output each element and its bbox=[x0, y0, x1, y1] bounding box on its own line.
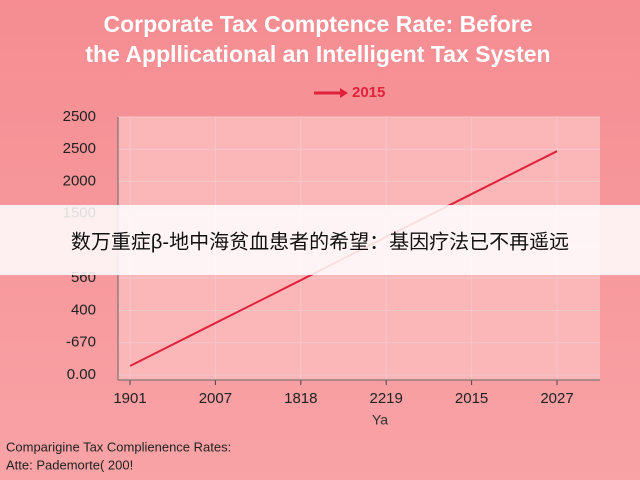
x-tick-label: 1901 bbox=[113, 390, 146, 407]
y-tick-label: 2000 bbox=[63, 172, 96, 189]
overlay-banner bbox=[0, 205, 640, 275]
footnote: Comparigine Tax Complienence Rates: bbox=[6, 439, 231, 454]
footnote: Atte: Pademorte( 200! bbox=[6, 457, 133, 472]
y-tick-label: -670 bbox=[66, 334, 96, 351]
x-tick-label: 2219 bbox=[370, 390, 403, 407]
overlay-text: 数万重症β-地中海贫血患者的希望：基因疗法已不再遥远 bbox=[71, 230, 569, 253]
y-tick-label: 2500 bbox=[63, 140, 96, 157]
y-tick-label: 0.00 bbox=[67, 366, 96, 383]
x-axis-label: Ya bbox=[372, 412, 388, 428]
chart-title: Corporate Tax Comptence Rate: Before bbox=[104, 11, 533, 37]
y-tick-label: 2500 bbox=[63, 108, 96, 125]
y-tick-label: 400 bbox=[71, 301, 96, 318]
x-tick-label: 2007 bbox=[199, 390, 232, 407]
x-tick-label: 1818 bbox=[284, 390, 317, 407]
x-tick-label: 2027 bbox=[540, 390, 573, 407]
legend-arrow bbox=[340, 88, 348, 98]
chart-title: the Appllicational an Intelligent Tax Sy… bbox=[85, 41, 550, 67]
x-tick-label: 2015 bbox=[455, 390, 488, 407]
legend-label: 2015 bbox=[352, 84, 385, 101]
